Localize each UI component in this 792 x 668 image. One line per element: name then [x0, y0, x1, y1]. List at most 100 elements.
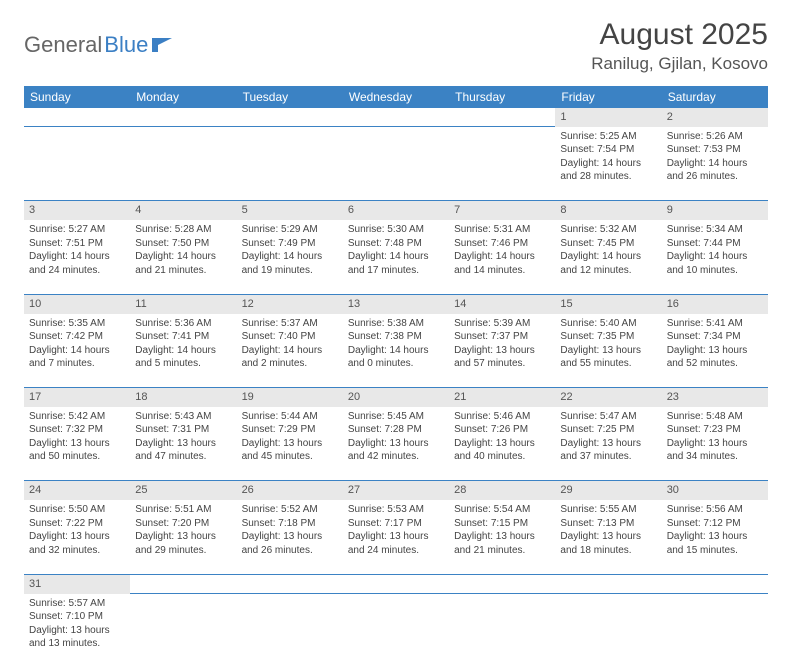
- sunrise-text: Sunrise: 5:43 AM: [135, 410, 231, 424]
- day-cell: Sunrise: 5:30 AMSunset: 7:48 PMDaylight:…: [343, 220, 449, 294]
- day-content-row: Sunrise: 5:42 AMSunset: 7:32 PMDaylight:…: [24, 407, 768, 481]
- day-number: 10: [24, 294, 130, 313]
- day-cell: [343, 594, 449, 668]
- day-content-row: Sunrise: 5:50 AMSunset: 7:22 PMDaylight:…: [24, 500, 768, 574]
- day-cell: Sunrise: 5:55 AMSunset: 7:13 PMDaylight:…: [555, 500, 661, 574]
- daylight-text-2: and 57 minutes.: [454, 357, 550, 371]
- daylight-text-2: and 19 minutes.: [242, 264, 338, 278]
- sunrise-text: Sunrise: 5:38 AM: [348, 317, 444, 331]
- daylight-text-2: and 34 minutes.: [667, 450, 763, 464]
- daylight-text-1: Daylight: 14 hours: [242, 344, 338, 358]
- sunrise-text: Sunrise: 5:44 AM: [242, 410, 338, 424]
- day-number-row: 17181920212223: [24, 388, 768, 407]
- sunrise-text: Sunrise: 5:40 AM: [560, 317, 656, 331]
- daylight-text-2: and 40 minutes.: [454, 450, 550, 464]
- daylight-text-1: Daylight: 14 hours: [135, 344, 231, 358]
- day-number: [449, 108, 555, 127]
- day-number-row: 31: [24, 574, 768, 593]
- daylight-text-1: Daylight: 13 hours: [29, 437, 125, 451]
- day-cell: Sunrise: 5:48 AMSunset: 7:23 PMDaylight:…: [662, 407, 768, 481]
- sunrise-text: Sunrise: 5:52 AM: [242, 503, 338, 517]
- weekday-header: Monday: [130, 86, 236, 108]
- sunset-text: Sunset: 7:44 PM: [667, 237, 763, 251]
- day-number-row: 24252627282930: [24, 481, 768, 500]
- daylight-text-2: and 24 minutes.: [29, 264, 125, 278]
- sunrise-text: Sunrise: 5:30 AM: [348, 223, 444, 237]
- daylight-text-1: Daylight: 14 hours: [560, 157, 656, 171]
- day-number-row: 12: [24, 108, 768, 127]
- daylight-text-2: and 47 minutes.: [135, 450, 231, 464]
- day-number: 31: [24, 574, 130, 593]
- sunset-text: Sunset: 7:15 PM: [454, 517, 550, 531]
- day-cell: Sunrise: 5:28 AMSunset: 7:50 PMDaylight:…: [130, 220, 236, 294]
- daylight-text-1: Daylight: 13 hours: [242, 530, 338, 544]
- sunset-text: Sunset: 7:45 PM: [560, 237, 656, 251]
- daylight-text-2: and 24 minutes.: [348, 544, 444, 558]
- sunset-text: Sunset: 7:26 PM: [454, 423, 550, 437]
- day-cell: [555, 594, 661, 668]
- day-content-row: Sunrise: 5:57 AMSunset: 7:10 PMDaylight:…: [24, 594, 768, 668]
- day-number: 16: [662, 294, 768, 313]
- location: Ranilug, Gjilan, Kosovo: [591, 54, 768, 74]
- day-number-row: 3456789: [24, 201, 768, 220]
- sunrise-text: Sunrise: 5:27 AM: [29, 223, 125, 237]
- day-cell: Sunrise: 5:43 AMSunset: 7:31 PMDaylight:…: [130, 407, 236, 481]
- day-number: [662, 574, 768, 593]
- daylight-text-2: and 42 minutes.: [348, 450, 444, 464]
- day-cell: [449, 594, 555, 668]
- sunset-text: Sunset: 7:51 PM: [29, 237, 125, 251]
- daylight-text-2: and 12 minutes.: [560, 264, 656, 278]
- day-cell: [237, 127, 343, 201]
- daylight-text-1: Daylight: 13 hours: [560, 437, 656, 451]
- weekday-header: Sunday: [24, 86, 130, 108]
- sunrise-text: Sunrise: 5:31 AM: [454, 223, 550, 237]
- sunset-text: Sunset: 7:10 PM: [29, 610, 125, 624]
- day-number: 9: [662, 201, 768, 220]
- day-number: 11: [130, 294, 236, 313]
- day-number: 24: [24, 481, 130, 500]
- daylight-text-1: Daylight: 14 hours: [667, 157, 763, 171]
- daylight-text-2: and 5 minutes.: [135, 357, 231, 371]
- day-cell: [662, 594, 768, 668]
- sunset-text: Sunset: 7:20 PM: [135, 517, 231, 531]
- sunset-text: Sunset: 7:37 PM: [454, 330, 550, 344]
- daylight-text-1: Daylight: 13 hours: [667, 437, 763, 451]
- day-cell: [237, 594, 343, 668]
- day-cell: Sunrise: 5:26 AMSunset: 7:53 PMDaylight:…: [662, 127, 768, 201]
- day-cell: Sunrise: 5:25 AMSunset: 7:54 PMDaylight:…: [555, 127, 661, 201]
- day-number: 25: [130, 481, 236, 500]
- sunset-text: Sunset: 7:13 PM: [560, 517, 656, 531]
- day-number: 22: [555, 388, 661, 407]
- daylight-text-1: Daylight: 13 hours: [454, 437, 550, 451]
- day-cell: Sunrise: 5:45 AMSunset: 7:28 PMDaylight:…: [343, 407, 449, 481]
- daylight-text-1: Daylight: 13 hours: [560, 530, 656, 544]
- day-cell: Sunrise: 5:29 AMSunset: 7:49 PMDaylight:…: [237, 220, 343, 294]
- daylight-text-2: and 26 minutes.: [242, 544, 338, 558]
- daylight-text-2: and 28 minutes.: [560, 170, 656, 184]
- day-number: 29: [555, 481, 661, 500]
- day-content-row: Sunrise: 5:35 AMSunset: 7:42 PMDaylight:…: [24, 314, 768, 388]
- daylight-text-2: and 21 minutes.: [454, 544, 550, 558]
- sunrise-text: Sunrise: 5:46 AM: [454, 410, 550, 424]
- sunrise-text: Sunrise: 5:32 AM: [560, 223, 656, 237]
- sunrise-text: Sunrise: 5:57 AM: [29, 597, 125, 611]
- sunrise-text: Sunrise: 5:47 AM: [560, 410, 656, 424]
- sunrise-text: Sunrise: 5:36 AM: [135, 317, 231, 331]
- day-cell: Sunrise: 5:50 AMSunset: 7:22 PMDaylight:…: [24, 500, 130, 574]
- sunset-text: Sunset: 7:40 PM: [242, 330, 338, 344]
- daylight-text-1: Daylight: 14 hours: [348, 344, 444, 358]
- day-cell: [130, 127, 236, 201]
- day-number: 28: [449, 481, 555, 500]
- weekday-header: Thursday: [449, 86, 555, 108]
- daylight-text-2: and 55 minutes.: [560, 357, 656, 371]
- day-content-row: Sunrise: 5:27 AMSunset: 7:51 PM Daylight:…: [24, 220, 768, 294]
- day-cell: [449, 127, 555, 201]
- daylight-text-1: Daylight: 14 hours: [667, 250, 763, 264]
- day-cell: Sunrise: 5:34 AMSunset: 7:44 PMDaylight:…: [662, 220, 768, 294]
- day-number: 15: [555, 294, 661, 313]
- month-title: August 2025: [591, 18, 768, 52]
- day-number-row: 10111213141516: [24, 294, 768, 313]
- sunrise-text: Sunrise: 5:56 AM: [667, 503, 763, 517]
- daylight-text-2: and 32 minutes.: [29, 544, 125, 558]
- daylight-text-2: and 0 minutes.: [348, 357, 444, 371]
